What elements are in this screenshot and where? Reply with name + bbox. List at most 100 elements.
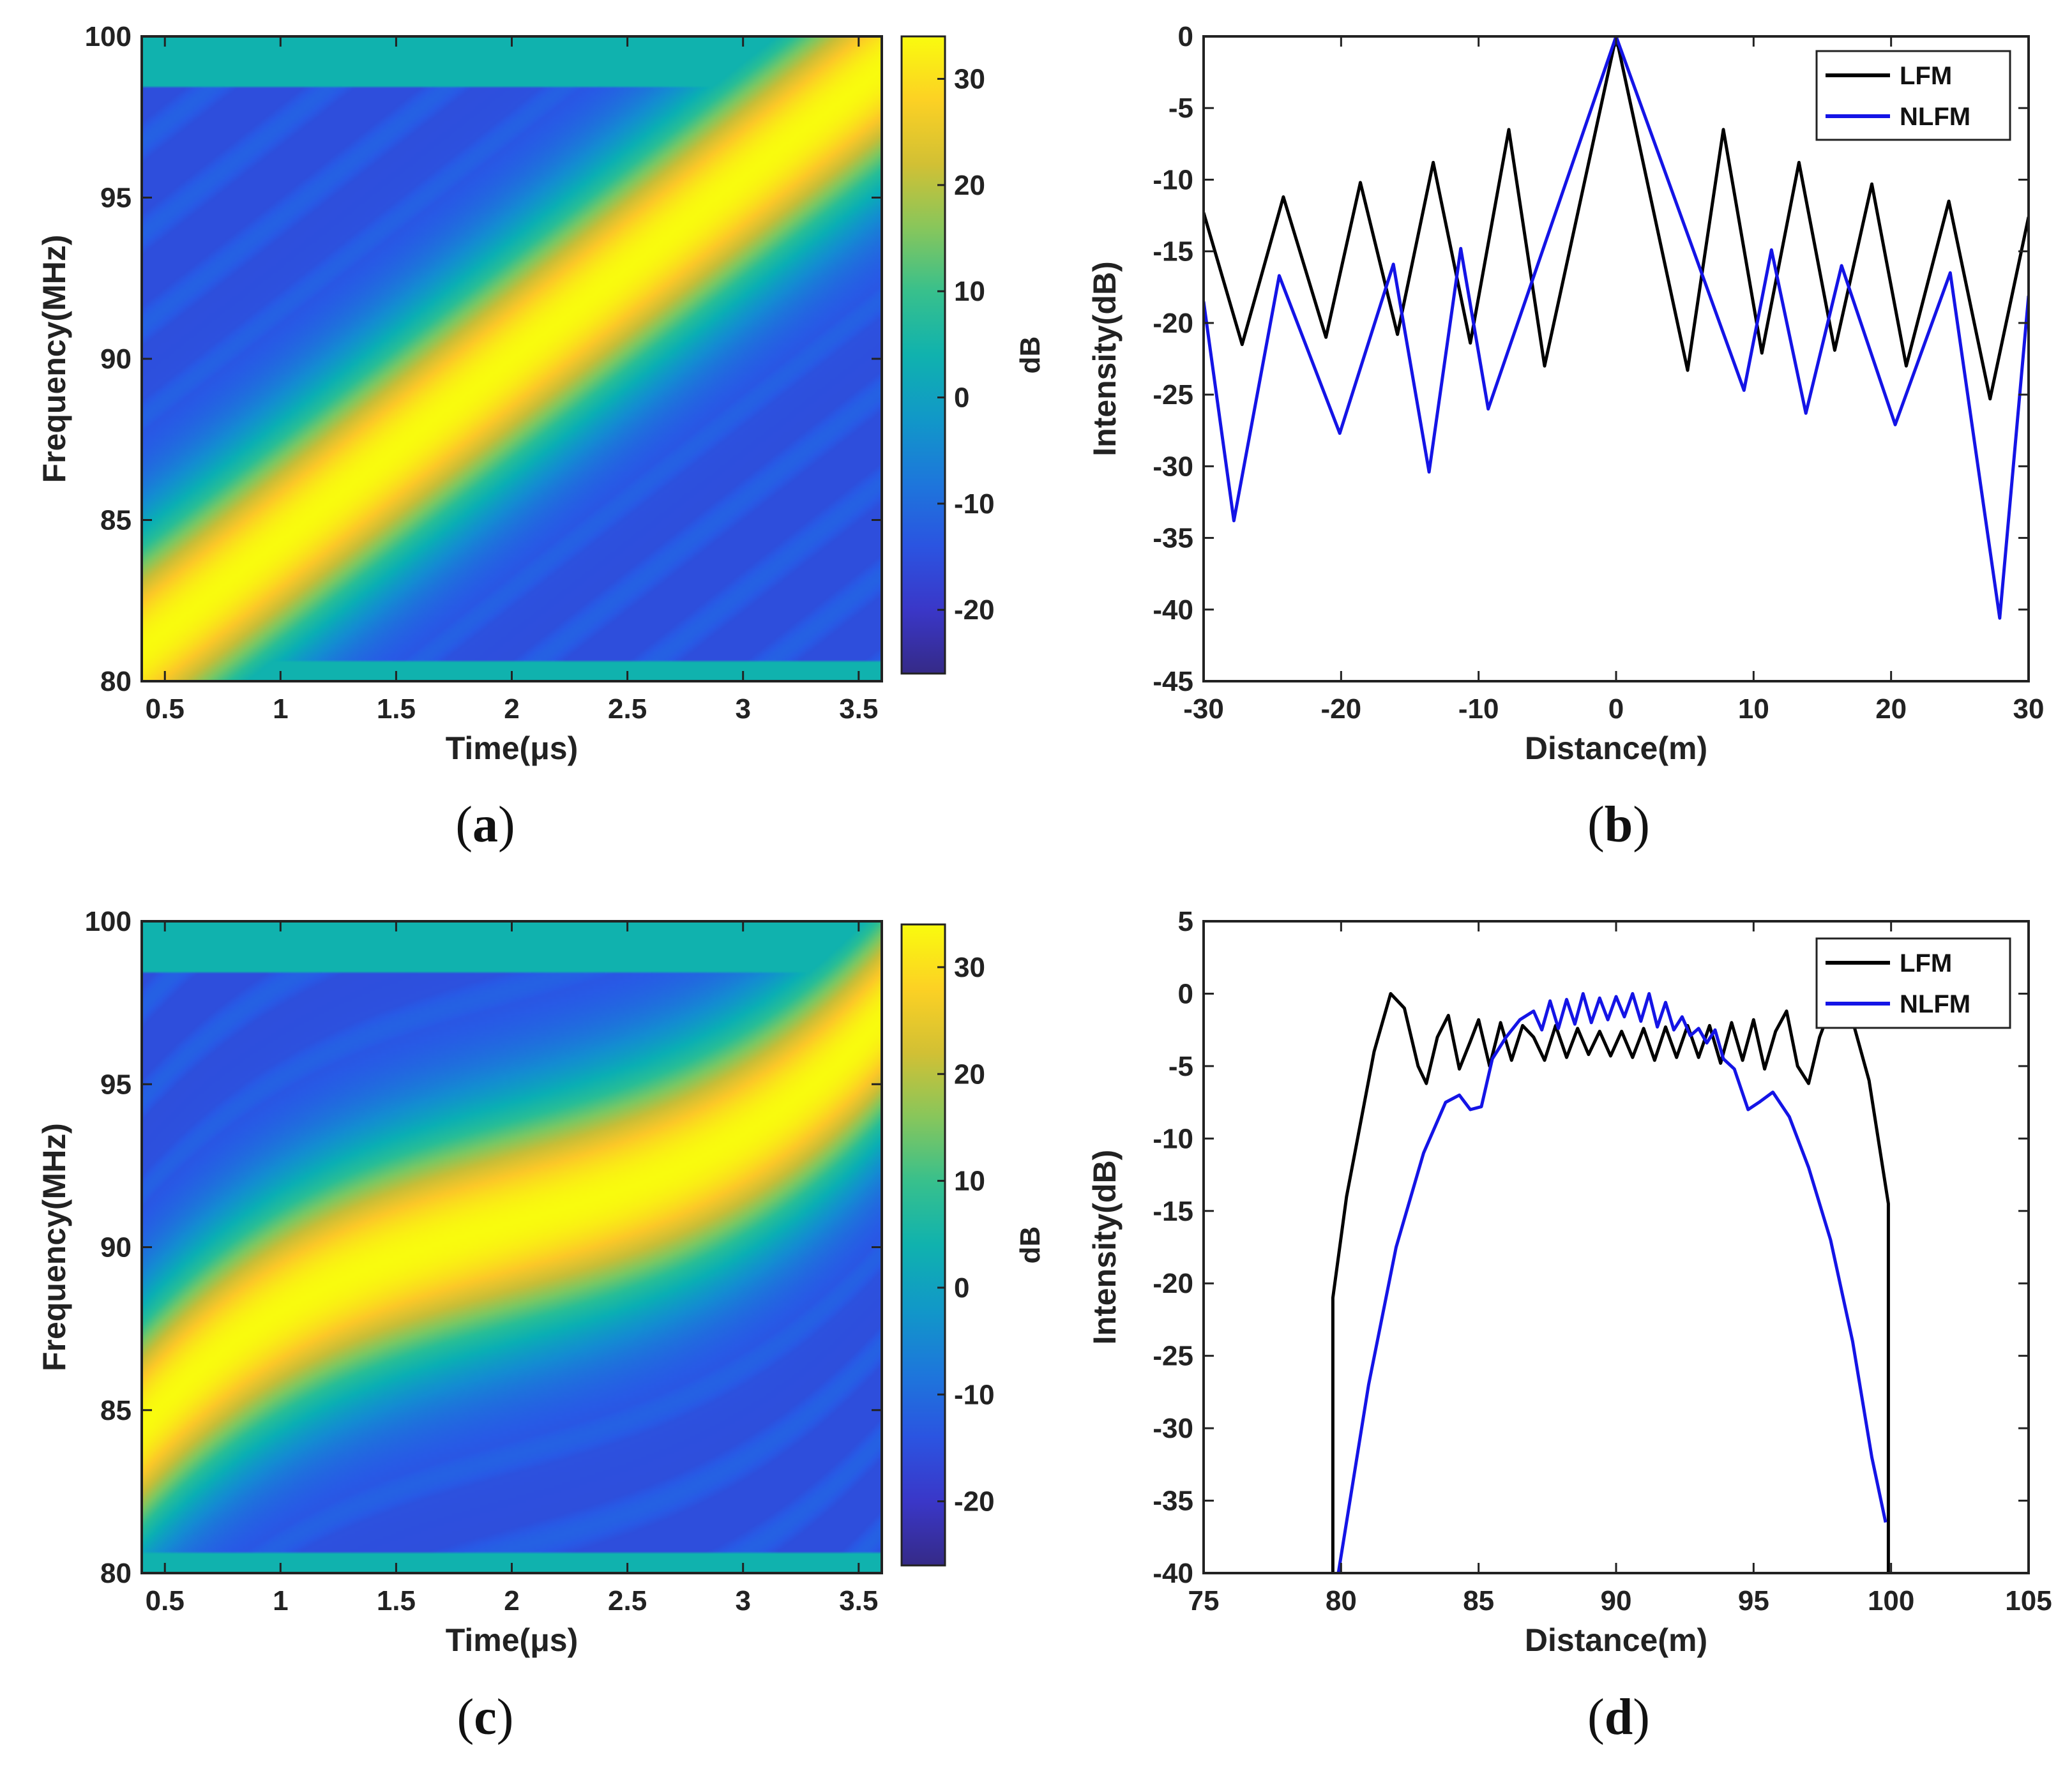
x-tick-label: 3.5	[839, 1585, 878, 1617]
x-tick-label: 2.5	[608, 1585, 647, 1617]
caption-letter: d	[1605, 1689, 1633, 1745]
x-tick-label: -10	[1458, 693, 1499, 725]
caption-paren-close: )	[1633, 1689, 1650, 1745]
chart-b-line-plot: -30 -20 -10 0 10 20 30 0 -5 -10 -15 -20 -25 -30 -35 -40…	[1087, 21, 2044, 766]
y-tick-label: 5	[1178, 906, 1193, 937]
x-tick-label: 1.5	[377, 1585, 416, 1617]
y-tick-label: -5	[1168, 93, 1193, 124]
panel-caption-c: (c)	[457, 1689, 514, 1745]
caption-paren-open: (	[455, 797, 473, 853]
caption-paren-close: )	[497, 1689, 514, 1745]
legend: LFM NLFM	[1815, 50, 2011, 141]
x-tick-label: 90	[1601, 1585, 1632, 1617]
legend-label-nlfm: NLFM	[1900, 103, 1970, 131]
colorbar-tick-label: -10	[954, 1379, 995, 1410]
y-tick-label: -25	[1153, 1341, 1193, 1372]
chart-d-line-plot: 75 80 85 90 95 100 105 5 0 -5 -10 -15 -20 -25 -30 -35 -4…	[1087, 906, 2052, 1658]
x-tick-label: 75	[1188, 1585, 1220, 1617]
x-tick-label: 1	[273, 693, 288, 725]
colorbar-tick-label: 30	[954, 952, 985, 983]
x-tick-label: 2	[504, 693, 519, 725]
x-tick-label: 85	[1463, 1585, 1494, 1617]
colorbar-tick-label: 0	[954, 1272, 969, 1304]
y-tick-label: -20	[1153, 1268, 1193, 1299]
legend-label-lfm: LFM	[1900, 62, 1952, 90]
panel-caption-b: (b)	[1587, 797, 1650, 853]
y-tick-label: -10	[1153, 164, 1193, 195]
y-tick-label: -40	[1153, 594, 1193, 626]
panel-caption-d: (d)	[1587, 1689, 1650, 1745]
y-tick-label: 95	[100, 183, 132, 214]
y-tick-label: 100	[85, 906, 132, 937]
y-tick-label: 90	[100, 343, 132, 375]
x-tick-label: 95	[1738, 1585, 1769, 1617]
colorbar-tick-label: 20	[954, 170, 985, 201]
x-tick-label: 3.5	[839, 693, 878, 725]
y-tick-label: 80	[100, 1558, 132, 1589]
colorbar	[900, 35, 946, 675]
x-tick-label: 0.5	[146, 693, 185, 725]
x-axis-label: Time(μs)	[446, 1622, 578, 1658]
y-tick-label: 85	[100, 1395, 132, 1426]
colorbar-tick-label: -10	[954, 488, 995, 520]
y-tick-label: -20	[1153, 308, 1193, 339]
y-tick-label: -40	[1153, 1558, 1193, 1589]
y-tick-label: -35	[1153, 523, 1193, 554]
x-tick-label: 0	[1608, 693, 1624, 725]
panel-caption-a: (a)	[455, 797, 515, 853]
colorbar-tick-label: 10	[954, 1166, 985, 1197]
series-line-lfm	[1331, 991, 1890, 1573]
chart-c-spectrogram: 0.5 1 1.5 2 2.5 3 3.580859095100Time(μs)Freque…	[36, 906, 1046, 1658]
caption-paren-open: (	[457, 1689, 474, 1745]
y-tick-label: -30	[1153, 451, 1193, 482]
colorbar-tick-label: 10	[954, 276, 985, 307]
y-tick-label: -35	[1153, 1486, 1193, 1517]
x-axis-label: Distance(m)	[1525, 1622, 1707, 1658]
x-tick-label: 100	[1868, 1585, 1914, 1617]
chart-a-spectrogram: 0.5 1 1.5 2 2.5 3 3.580859095100Time(μs)Freque…	[36, 21, 1046, 766]
x-tick-label: 10	[1738, 693, 1769, 725]
y-axis-label: Frequency(MHz)	[36, 235, 72, 483]
y-tick-label: -45	[1153, 666, 1193, 697]
x-tick-label: 0.5	[146, 1585, 185, 1617]
x-tick-label: 3	[735, 693, 750, 725]
x-tick-label: 20	[1875, 693, 1907, 725]
x-tick-label: 30	[2013, 693, 2045, 725]
y-tick-label: -10	[1153, 1123, 1193, 1154]
y-tick-label: -25	[1153, 379, 1193, 411]
spectrogram-image	[142, 36, 882, 681]
legend-label-lfm: LFM	[1900, 949, 1952, 977]
colorbar-tick-label: -20	[954, 594, 995, 626]
series-line-lfm	[1204, 36, 2029, 401]
x-tick-label: 2.5	[608, 693, 647, 725]
y-tick-label: 0	[1178, 978, 1193, 1009]
legend-box	[1815, 50, 2011, 141]
colorbar-label: dB	[1015, 1226, 1046, 1264]
y-tick-label: 100	[85, 21, 132, 52]
legend-label-nlfm: NLFM	[1900, 990, 1970, 1018]
colorbar-tick-label: 0	[954, 382, 969, 414]
colorbar-tick-label: 20	[954, 1059, 985, 1090]
x-axis-label: Time(μs)	[446, 730, 578, 766]
caption-paren-open: (	[1587, 1689, 1605, 1745]
y-tick-label: -15	[1153, 236, 1193, 268]
y-axis-label: Intensity(dB)	[1087, 261, 1123, 456]
caption-letter: a	[473, 797, 498, 853]
legend-box	[1815, 937, 2011, 1029]
y-axis-label: Intensity(dB)	[1087, 1150, 1123, 1345]
caption-paren-close: )	[498, 797, 515, 853]
y-tick-label: -30	[1153, 1413, 1193, 1444]
colorbar	[900, 923, 946, 1567]
y-tick-label: -5	[1168, 1051, 1193, 1082]
colorbar-tick-label: 30	[954, 64, 985, 95]
colorbar-label: dB	[1015, 336, 1046, 374]
spectrogram-image	[142, 921, 882, 1573]
x-tick-label: 105	[2005, 1585, 2052, 1617]
x-tick-label: 2	[504, 1585, 519, 1617]
y-tick-label: 95	[100, 1069, 132, 1100]
caption-paren-open: (	[1587, 797, 1605, 853]
legend: LFM NLFM	[1815, 937, 2011, 1029]
x-tick-label: 80	[1326, 1585, 1357, 1617]
caption-letter: c	[474, 1689, 497, 1745]
